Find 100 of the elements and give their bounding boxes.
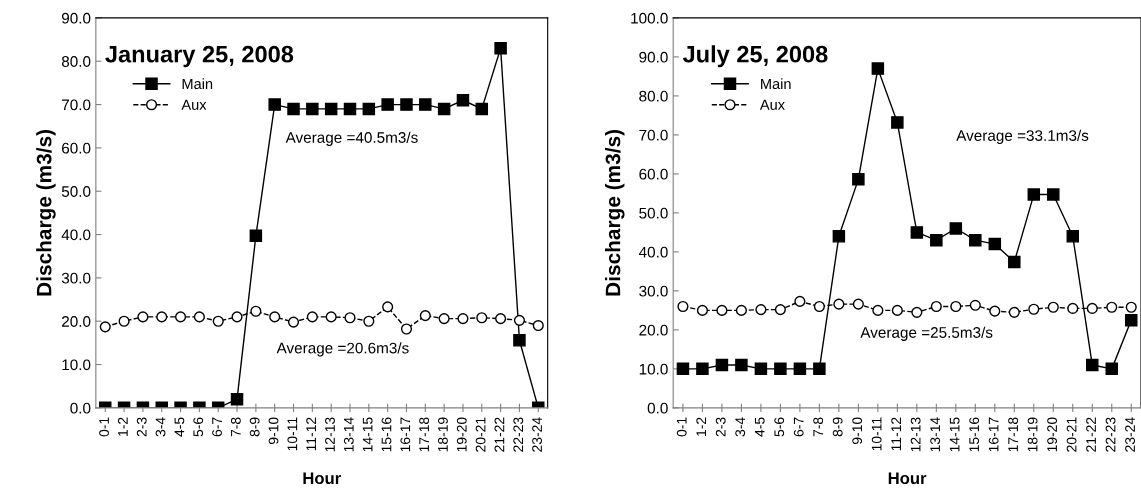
point [325, 311, 337, 323]
point [1067, 302, 1079, 314]
point [175, 311, 187, 323]
x-tick-label: 11-12 [891, 417, 901, 451]
y-tick-label: 70.0 [639, 129, 668, 141]
point [677, 300, 689, 313]
x-tick-label: 2-3 [715, 417, 726, 437]
y-tick-label: 20.0 [639, 324, 668, 336]
x-tick-label: 5-6 [774, 417, 785, 437]
point [1047, 301, 1059, 313]
point [1106, 301, 1118, 313]
x-tick-label: 3-4 [735, 417, 746, 437]
point [891, 116, 904, 129]
x-tick-label: 23-24 [1125, 417, 1135, 452]
point [532, 319, 544, 332]
y-tick-label: 20.0 [62, 316, 91, 327]
x-tick-label: 17-18 [1008, 417, 1019, 452]
point [437, 102, 451, 116]
y-tick-label: 90.0 [61, 12, 91, 24]
point [476, 312, 488, 324]
point [988, 237, 1002, 251]
legend-label: Aux [759, 99, 785, 110]
x-tick-label: 13-14 [930, 417, 941, 452]
annotation: Average =40.5m3/s [285, 131, 418, 146]
point [930, 300, 942, 313]
point [268, 98, 281, 111]
y-tick-label: 90.0 [639, 51, 668, 63]
point [400, 98, 413, 111]
point [212, 315, 224, 327]
point [794, 295, 806, 307]
point [382, 301, 394, 313]
x-tick-label: 19-20 [456, 417, 467, 452]
point [755, 304, 767, 316]
point [911, 306, 923, 318]
point [494, 42, 507, 55]
point [754, 362, 768, 376]
point [287, 102, 300, 116]
point [269, 311, 281, 323]
point [381, 98, 394, 111]
y-axis-title: Discharge (m3/s) [36, 129, 56, 296]
point [457, 313, 469, 325]
point [495, 313, 507, 325]
x-tick-label: 5-6 [193, 417, 204, 437]
y-tick-label: 0.0 [70, 402, 91, 414]
x-tick-label: 22-23 [1105, 417, 1116, 452]
point [715, 358, 729, 372]
point [813, 300, 825, 313]
x-tick-label: 9-10 [852, 417, 863, 445]
text: January 25, 2008 [105, 45, 294, 68]
x-tick-label: 1-2 [696, 417, 707, 436]
y-tick-label: 50.0 [61, 186, 91, 197]
x-axis-title: Hour [303, 472, 341, 485]
point [735, 304, 747, 316]
point [872, 304, 884, 316]
x-tick-label: 14-15 [362, 417, 373, 452]
legend-label: Aux [181, 99, 207, 110]
y-tick-label: 80.0 [639, 90, 668, 102]
y-axis-title: Discharge (m3/s) [605, 129, 625, 296]
y-tick-label: 60.0 [639, 168, 668, 180]
y-tick-label: 80.0 [61, 56, 91, 67]
point [852, 173, 865, 186]
point [230, 392, 244, 406]
x-tick-label: 1-2 [117, 417, 128, 436]
x-tick-label: 21-22 [1086, 417, 1096, 452]
point [969, 299, 981, 311]
point [871, 62, 885, 75]
x-axis-title: Hour [888, 472, 927, 485]
annotation: Average =20.6m3/s [276, 342, 409, 357]
y-tick-label: 30.0 [639, 285, 668, 297]
y-tick-label: 10.0 [639, 363, 668, 375]
x-tick-label: 2-3 [136, 417, 147, 437]
x-tick-label: 0-1 [99, 417, 109, 437]
point [324, 102, 338, 116]
point [475, 102, 489, 116]
point [249, 229, 263, 243]
point [193, 311, 205, 323]
x-tick-label: 8-9 [249, 417, 260, 437]
x-tick-label: 9-10 [268, 417, 279, 445]
x-tick-label: 8-9 [832, 417, 843, 437]
point [989, 305, 1001, 317]
annotation: Average =33.1m3/s [956, 129, 1089, 144]
x-tick-label: 12-13 [325, 417, 335, 452]
text: July 25, 2008 [682, 45, 828, 68]
point [1066, 230, 1080, 243]
point [969, 233, 982, 247]
x-tick-label: 0-1 [676, 417, 687, 437]
x-tick-label: 23-24 [532, 417, 542, 452]
x-tick-label: 18-19 [1027, 417, 1038, 452]
point [438, 313, 450, 325]
point [852, 298, 864, 310]
point [1047, 188, 1060, 201]
x-tick-label: 21-22 [494, 417, 505, 452]
x-tick-label: 20-21 [1066, 417, 1077, 452]
point [910, 226, 924, 239]
point [813, 362, 826, 376]
x-tick-label: 20-21 [475, 417, 486, 452]
annotation: Average =25.5m3/s [860, 326, 993, 341]
y-tick-label: 40.0 [638, 246, 668, 258]
point [1008, 306, 1020, 318]
y-tick-label: 30.0 [61, 272, 91, 284]
